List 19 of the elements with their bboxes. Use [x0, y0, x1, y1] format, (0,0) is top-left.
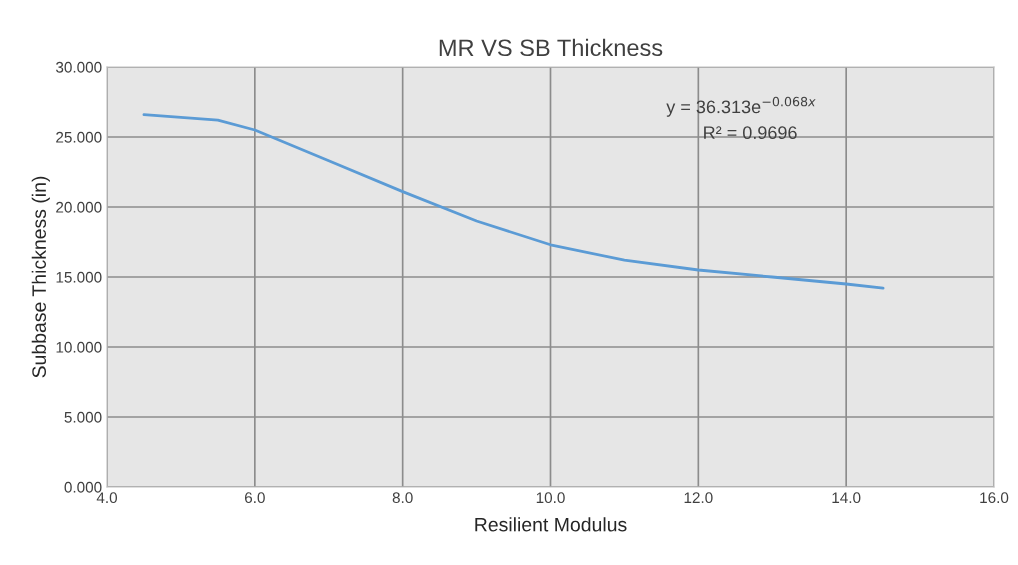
y-tick-label: 25.000 [56, 131, 102, 143]
y-tick-label: 5.000 [64, 411, 102, 423]
annotation: R² = 0.9696 [704, 126, 797, 140]
y-tick-label: 30.000 [56, 61, 102, 73]
x-tick-label: 6.0 [244, 492, 265, 504]
chart-title: MR VS SB Thickness [439, 38, 663, 57]
y-axis-title: Subbase Thickness (in) [31, 176, 50, 378]
y-tick-label: 20.000 [56, 201, 102, 213]
x-tick-label: 4.0 [96, 492, 118, 504]
x-tick-label: 12.0 [684, 492, 713, 504]
x-tick-label: 16.0 [980, 492, 1009, 504]
x-tick-label: 14.0 [832, 492, 861, 504]
x-tick-label: 10.0 [536, 492, 565, 504]
y-tick-label: 15.000 [56, 271, 102, 283]
y-tick-label: 0.000 [64, 481, 102, 493]
x-axis-title: Resilient Modulus [475, 517, 627, 532]
y-tick-label: 10.000 [56, 341, 102, 353]
annotation: y = 36.313e$^{−0.068x}$ [666, 96, 816, 117]
x-tick-label: 8.0 [392, 492, 413, 504]
